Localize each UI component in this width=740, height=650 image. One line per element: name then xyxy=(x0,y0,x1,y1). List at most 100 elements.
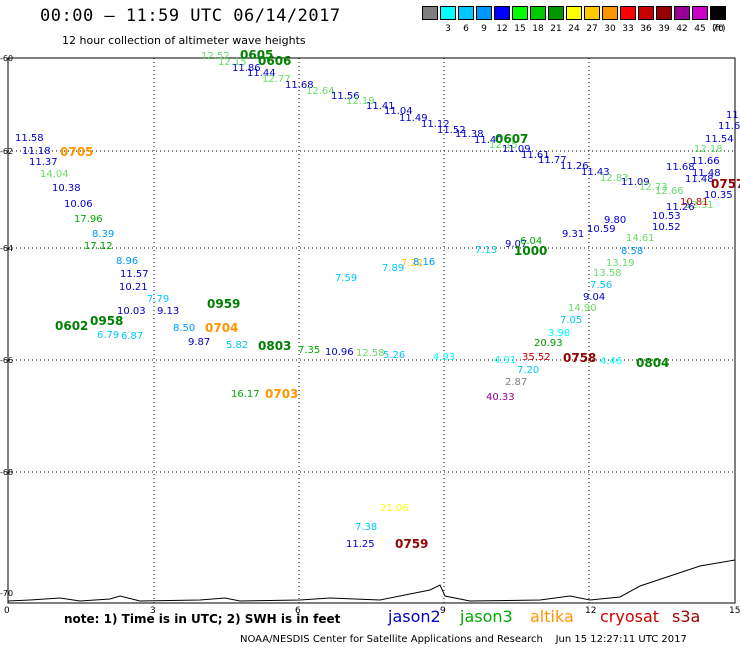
legend-swatch-label: 30 xyxy=(604,24,616,34)
wave-height-reading: 7.38 xyxy=(355,522,377,533)
y-tick-label: -66 xyxy=(0,356,13,365)
wave-height-reading: 5.82 xyxy=(226,340,248,351)
wave-height-reading: 11.12 xyxy=(421,119,450,130)
wave-height-reading: 17.12 xyxy=(84,241,113,252)
wave-height-reading: 13.58 xyxy=(593,268,622,279)
wave-height-reading: 11.09 xyxy=(502,144,531,155)
legend-swatch xyxy=(692,6,708,20)
wave-height-readings: 12.5212.1511.8611.4412.7711.6812.6411.56… xyxy=(15,51,740,550)
wave-height-reading: 11.38 xyxy=(455,129,484,140)
wave-height-reading: 11.52 xyxy=(726,110,740,121)
wave-height-reading: 9.13 xyxy=(157,306,179,317)
wave-height-reading: 11.52 xyxy=(437,125,466,136)
x-tick-label: 0 xyxy=(4,606,10,616)
map-subtitle: 12 hour collection of altimeter wave hei… xyxy=(62,34,306,47)
mission-legend-item: jason3 xyxy=(460,607,513,626)
legend-swatch xyxy=(422,6,438,20)
wave-height-reading: 12.66 xyxy=(655,186,684,197)
pass-time-label: 0959 xyxy=(207,297,240,311)
wave-height-reading: 11.43 xyxy=(581,167,610,178)
legend-swatch-label: 3 xyxy=(445,24,451,34)
wave-height-reading: 11.54 xyxy=(705,134,734,145)
wave-height-reading: 40.33 xyxy=(486,392,515,403)
axis-labels: 0 3 6 9 12 15 -60 -62 -64 -66 -68 -70 xyxy=(0,54,740,616)
wave-height-reading: 7.56 xyxy=(590,280,612,291)
pass-time-label: 0758 xyxy=(563,351,596,365)
credit-line: NOAA/NESDIS Center for Satellite Applica… xyxy=(240,634,687,645)
wave-height-reading: 10.21 xyxy=(119,282,148,293)
legend-swatch-label: 33 xyxy=(622,24,634,34)
wave-height-reading: 11.09 xyxy=(621,177,650,188)
wave-height-reading: 8.96 xyxy=(116,256,138,267)
legend-swatch-label: 18 xyxy=(532,24,544,34)
wave-height-reading: 11.04 xyxy=(384,106,413,117)
pass-time-label: 1000 xyxy=(514,244,547,258)
mission-legend-item: jason2 xyxy=(388,607,441,626)
wave-height-reading: 12.58 xyxy=(356,348,385,359)
wave-height-reading: 11.77 xyxy=(538,155,567,166)
legend-swatch xyxy=(638,6,654,20)
pass-time-label: 0958 xyxy=(90,314,123,328)
mission-legend-item: s3a xyxy=(672,607,701,626)
legend-swatch xyxy=(476,6,492,20)
wave-height-reading: 11.41 xyxy=(366,101,395,112)
map-grid xyxy=(8,58,735,603)
legend-swatch xyxy=(566,6,582,20)
wave-height-reading: 11.58 xyxy=(15,133,44,144)
wave-height-reading: 11.44 xyxy=(247,68,276,79)
wave-height-reading: 11.57 xyxy=(120,269,149,280)
wave-height-reading: 10.38 xyxy=(52,183,81,194)
wave-height-reading: 21.06 xyxy=(380,503,409,514)
credit-org: NOAA/NESDIS Center for Satellite Applica… xyxy=(240,634,543,645)
wave-height-reading: 12.18 xyxy=(694,144,723,155)
wave-height-reading: 7.35 xyxy=(298,345,320,356)
legend-swatch-label: 12 xyxy=(496,24,508,34)
wave-height-reading: 14.90 xyxy=(568,303,597,314)
legend-swatch-label: 45 xyxy=(694,24,706,34)
wave-height-reading: 10.59 xyxy=(587,224,616,235)
wave-height-reading: 12.19 xyxy=(346,96,375,107)
pass-time-label: 0704 xyxy=(205,321,238,335)
wave-height-reading: 8.50 xyxy=(173,323,195,334)
legend-swatch-label: 39 xyxy=(658,24,670,34)
legend-swatch-label: 24 xyxy=(568,24,580,34)
credit-timestamp: Jun 15 12:27:11 UTC 2017 xyxy=(555,634,687,645)
mission-legend-item: cryosat xyxy=(600,607,660,626)
x-tick-label: 3 xyxy=(150,606,156,616)
y-tick-label: -70 xyxy=(0,589,13,598)
wave-height-reading: 7.22 xyxy=(401,258,423,269)
legend-swatch-label: 42 xyxy=(676,24,688,34)
legend-swatch xyxy=(530,6,546,20)
x-tick-label: 15 xyxy=(729,606,740,616)
legend-swatch-label: 9 xyxy=(481,24,487,34)
wave-height-reading: 6.79 xyxy=(97,330,119,341)
wave-height-reading: 12.83 xyxy=(600,173,629,184)
wave-height-reading: 6.04 xyxy=(520,236,542,247)
pass-time-label: 0605 xyxy=(240,48,273,62)
legend-swatch-label: 6 xyxy=(463,24,469,34)
wave-height-reading: 4.93 xyxy=(433,352,455,363)
wave-height-reading: 7.05 xyxy=(560,315,582,326)
wave-height-reading: 11.68 xyxy=(285,80,314,91)
wave-height-reading: 10.81 xyxy=(680,197,709,208)
pass-time-label: 0606 xyxy=(258,54,291,68)
pass-time-label: 0757 xyxy=(711,177,740,191)
y-tick-label: -64 xyxy=(0,244,13,253)
wave-height-reading: 11.25 xyxy=(346,539,375,550)
legend-swatch xyxy=(584,6,600,20)
wave-height-reading: 10.35 xyxy=(704,190,733,201)
pass-time-label: 0803 xyxy=(258,339,291,353)
legend-swatch xyxy=(512,6,528,20)
x-tick-label: 6 xyxy=(295,606,301,616)
map-title: 00:00 – 11:59 UTC 06/14/2017 xyxy=(40,6,341,26)
wave-height-reading: 11.40 xyxy=(474,135,503,146)
legend-swatch xyxy=(602,6,618,20)
x-tick-label: 12 xyxy=(585,606,596,616)
wave-height-reading: 8.58 xyxy=(621,246,643,257)
wave-height-reading: 4.46 xyxy=(600,356,622,367)
wave-height-reading: 6.87 xyxy=(121,331,143,342)
legend-swatch xyxy=(710,6,726,20)
wave-height-reading: 12.15 xyxy=(489,140,518,151)
